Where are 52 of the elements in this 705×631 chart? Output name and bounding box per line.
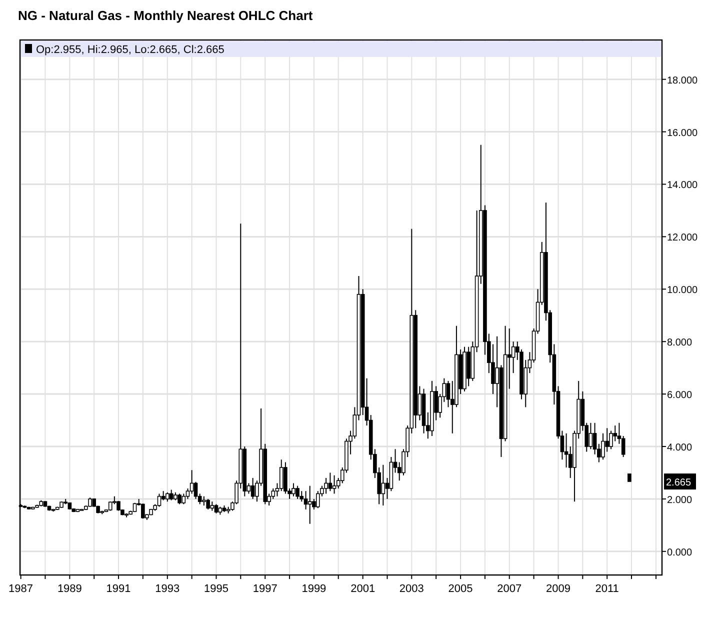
x-tick-label: 1995 xyxy=(204,583,228,595)
candlestick xyxy=(250,477,255,500)
x-tick-label: 2001 xyxy=(350,583,376,595)
y-tick-label: 14.000 xyxy=(667,180,698,192)
candlestick xyxy=(178,493,182,505)
candlestick xyxy=(88,497,92,508)
annotation: Op:2.955, Hi:2.965, Lo:2.665, Cl:2.665 xyxy=(36,44,224,56)
candlestick xyxy=(157,493,162,508)
x-tick-label: 1997 xyxy=(252,583,278,595)
y-tick-label: 12.000 xyxy=(667,232,698,244)
candlestick xyxy=(324,477,328,494)
y-tick-label: 6.000 xyxy=(667,390,692,402)
y-tick-label: 10.000 xyxy=(667,285,698,296)
chart-title: NG - Natural Gas - Monthly Nearest OHLC Chart xyxy=(18,8,314,23)
candlestick xyxy=(206,498,210,510)
candlestick xyxy=(202,496,206,506)
candlestick xyxy=(564,432,568,468)
x-tick-label: 1987 xyxy=(8,583,34,595)
candlestick xyxy=(588,422,593,450)
y-tick-label: 4.000 xyxy=(667,442,692,454)
candlestick xyxy=(446,380,450,408)
candlestick xyxy=(214,504,218,514)
candlestick xyxy=(210,501,214,512)
x-tick-label: 2007 xyxy=(497,583,522,595)
x-tick-label: 1999 xyxy=(302,583,326,595)
candlestick xyxy=(296,485,300,500)
candlestick xyxy=(166,492,170,502)
x-tick-label: 1991 xyxy=(106,583,131,595)
candlestick xyxy=(190,470,194,494)
y-tick-label: 18.000 xyxy=(667,75,698,86)
candlestick xyxy=(332,474,336,494)
candlestick xyxy=(592,422,597,455)
y-tick-label: 16.000 xyxy=(667,128,698,139)
y-tick-label: 0.000 xyxy=(667,547,692,558)
y-tick-label: 2.000 xyxy=(667,494,692,506)
candlestick xyxy=(169,489,174,501)
x-tick-label: 2005 xyxy=(448,583,473,595)
candlestick xyxy=(279,459,284,492)
candlestick xyxy=(141,503,145,520)
text: 2.665 xyxy=(666,478,692,489)
y-tick-label: 8.000 xyxy=(667,338,692,349)
x-tick-label: 1989 xyxy=(57,583,82,595)
candlestick xyxy=(304,490,308,510)
x-tick-label: 2011 xyxy=(595,583,619,595)
candlestick xyxy=(381,464,386,506)
x-tick-label: 2009 xyxy=(546,583,571,595)
candlestick xyxy=(621,436,626,458)
x-tick-label: 2003 xyxy=(399,583,424,595)
x-tick-label: 1993 xyxy=(155,583,180,595)
candlestick xyxy=(308,485,312,524)
candlestick xyxy=(328,472,332,492)
candlestick xyxy=(292,482,296,497)
